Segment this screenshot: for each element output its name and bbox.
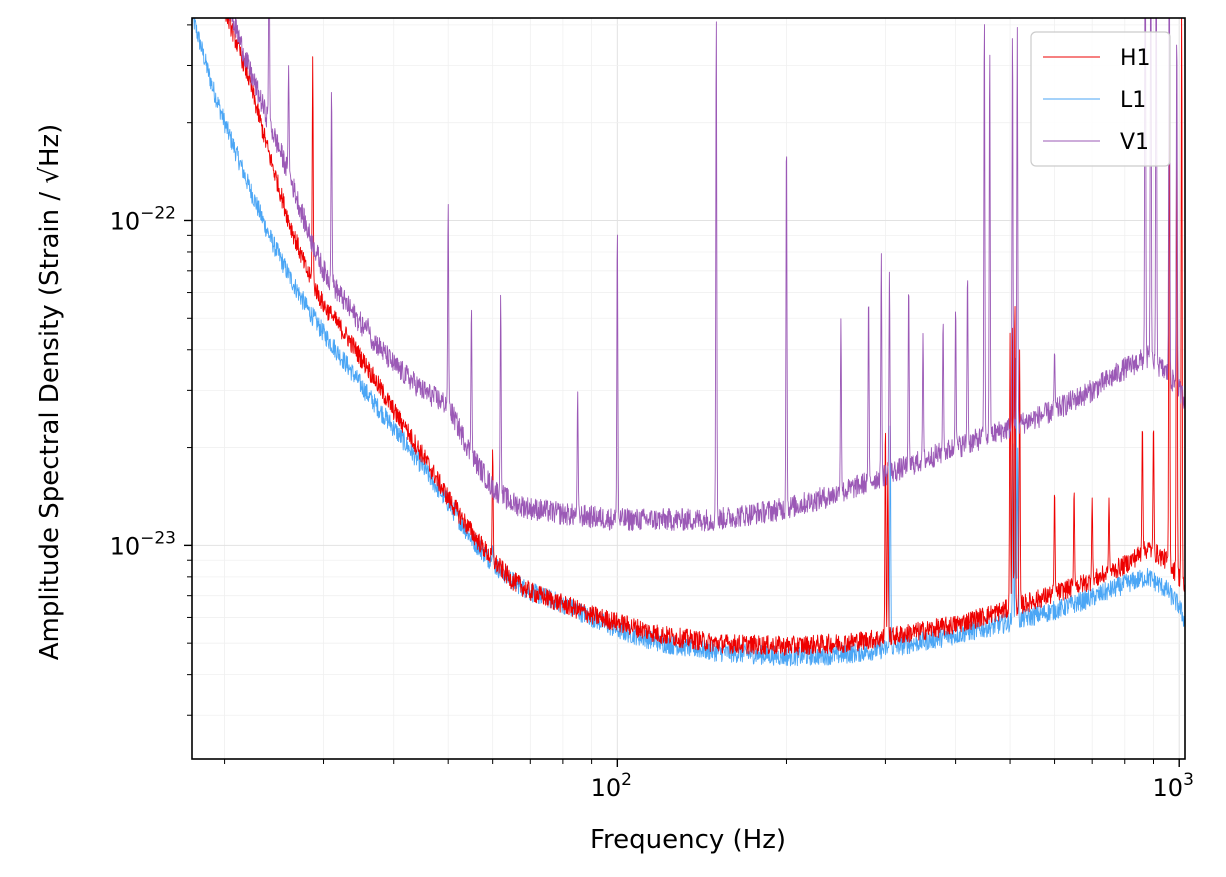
legend-label-v1: V1 (1120, 130, 1149, 155)
y-tick-label: 10−22 (110, 203, 176, 235)
x-tick-exponent: 2 (621, 770, 632, 790)
grid (192, 18, 1185, 759)
series-line-h1 (225, 18, 1185, 656)
y-tick-label: 10−23 (110, 528, 176, 560)
x-tick-label: 103 (1153, 770, 1194, 802)
x-axis-label: Frequency (Hz) (590, 825, 786, 855)
y-tick-exponent: −23 (140, 528, 176, 548)
series-line-v1 (229, 18, 1185, 532)
legend-label-l1: L1 (1120, 88, 1146, 113)
legend-label-h1: H1 (1120, 46, 1151, 71)
series-group (192, 18, 1185, 667)
y-tick-exponent: −22 (140, 203, 176, 223)
x-tick-label: 102 (591, 770, 632, 802)
legend: H1 L1 V1 (1030, 31, 1171, 167)
plot-frame (191, 17, 1186, 760)
legend-box (1030, 31, 1171, 167)
x-tick-exponent: 3 (1183, 770, 1194, 790)
y-axis-label: Amplitude Spectral Density (Strain / √Hz… (35, 124, 65, 661)
